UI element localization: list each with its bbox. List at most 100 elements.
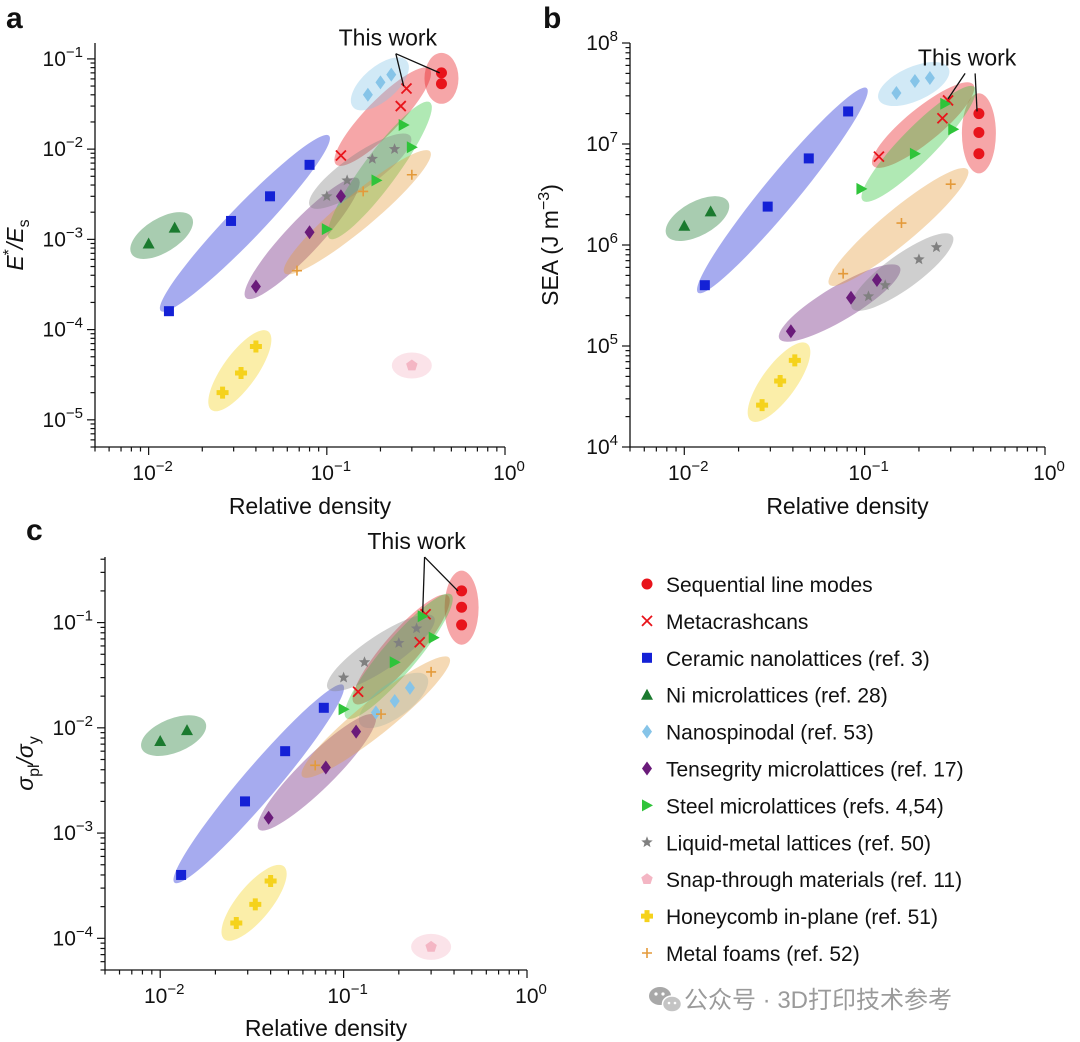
annotation-leader-line <box>395 53 440 74</box>
point-snap <box>406 359 418 371</box>
series-nano <box>362 67 397 102</box>
series-tens <box>785 273 882 339</box>
legend-item-ceramic: Ceramic nanolattices (ref. 3) <box>642 648 930 671</box>
legend-marker-tens <box>642 761 652 776</box>
point-nano <box>370 705 381 720</box>
x-axis-label: Relative density <box>229 493 392 519</box>
x-tick-label: 10−1 <box>311 458 351 485</box>
point-foam <box>896 218 907 229</box>
envelope-steel <box>327 101 432 240</box>
series-snap <box>406 359 418 371</box>
y-tick-label: 106 <box>586 230 618 257</box>
annotation-leader-line <box>947 73 966 100</box>
point-foam <box>426 666 437 677</box>
legend-marker-meta <box>641 615 653 627</box>
envelope-meta <box>334 67 432 166</box>
legend-label: Sequential line modes <box>666 574 873 597</box>
point-liquid <box>410 622 423 634</box>
legend-item-seq: Sequential line modes <box>641 574 873 597</box>
legend-marker-nano <box>642 724 652 739</box>
point-liquid <box>358 656 371 668</box>
point-meta <box>936 112 949 124</box>
point-honey <box>216 386 229 399</box>
point-foam <box>310 760 321 771</box>
envelope-steel <box>344 593 453 720</box>
envelope-foam <box>828 167 969 286</box>
point-ceramic <box>803 153 814 164</box>
point-meta <box>395 100 407 112</box>
point-ni <box>168 221 181 233</box>
point-ceramic <box>762 201 773 212</box>
y-tick-label: 10−2 <box>53 713 93 740</box>
point-liquid <box>321 190 333 202</box>
envelope-foam <box>283 150 431 275</box>
point-steel <box>389 656 401 669</box>
point-liquid <box>341 174 353 186</box>
chart-panel-a: 10−2 10−1 100 10−5 10−4 10−3 10−2 10−1 Relative … <box>1 25 525 519</box>
y-tick-label: 10−1 <box>43 44 83 71</box>
series-foam <box>838 179 956 279</box>
point-ceramic <box>843 106 854 117</box>
point-steel <box>940 97 952 110</box>
this-work-annotation: This work <box>339 25 438 51</box>
point-ni <box>704 205 717 217</box>
series-liquid <box>862 241 943 302</box>
point-tens <box>250 279 261 294</box>
series-ni <box>142 221 181 249</box>
legend-label: Snap-through materials (ref. 11) <box>666 869 962 892</box>
legend-item-meta: Metacrashcans <box>641 611 808 634</box>
point-nano <box>924 71 935 86</box>
point-liquid <box>337 671 350 683</box>
point-steel <box>428 631 440 644</box>
point-tens <box>351 724 362 739</box>
point-ni <box>154 734 167 746</box>
point-foam <box>406 169 417 180</box>
point-ni <box>181 724 194 736</box>
point-nano <box>362 87 373 102</box>
legend-marker-seq <box>641 578 653 590</box>
legend-item-liquid: Liquid-metal lattices (ref. 50) <box>641 832 931 855</box>
point-seq <box>973 126 985 138</box>
series-seq <box>456 585 468 631</box>
point-honey <box>774 375 787 388</box>
group-envelopes <box>141 570 479 960</box>
point-honey <box>249 898 262 911</box>
point-foam <box>945 179 956 190</box>
series-liquid <box>321 143 401 202</box>
annotation-leader-line <box>424 556 459 592</box>
point-nano <box>375 75 386 90</box>
series-honey <box>756 354 801 412</box>
series-steel <box>338 610 440 716</box>
y-tick-label: 104 <box>586 432 618 459</box>
envelope-ceramic <box>696 87 868 294</box>
point-tens <box>785 324 796 339</box>
legend-item-steel: Steel microlattices (refs. 4,54) <box>642 795 944 818</box>
point-ceramic <box>226 215 237 226</box>
point-ni <box>142 237 155 249</box>
point-foam <box>291 265 302 276</box>
point-liquid <box>366 152 379 164</box>
point-steel <box>406 141 418 154</box>
point-steel <box>371 174 383 187</box>
point-seq <box>456 601 468 613</box>
point-meta <box>873 150 885 163</box>
legend-label: Nanospinodal (ref. 53) <box>666 722 874 745</box>
envelope-steel <box>861 85 976 202</box>
y-tick-label: 10−4 <box>53 923 93 950</box>
envelope-ni <box>141 715 207 756</box>
point-steel <box>417 610 429 623</box>
series-seq <box>973 108 985 160</box>
point-seq <box>456 585 468 597</box>
legend-item-snap: Snap-through materials (ref. 11) <box>641 869 962 892</box>
series-tens <box>250 189 346 294</box>
point-steel <box>321 223 333 236</box>
point-honey <box>756 399 769 412</box>
y-tick-label: 107 <box>586 129 618 156</box>
point-ceramic <box>318 702 329 713</box>
envelope-ceramic <box>159 134 330 312</box>
point-foam <box>838 268 849 279</box>
x-tick-label: 100 <box>493 458 525 485</box>
series-steel <box>856 97 960 195</box>
x-axis-label: Relative density <box>766 493 929 519</box>
